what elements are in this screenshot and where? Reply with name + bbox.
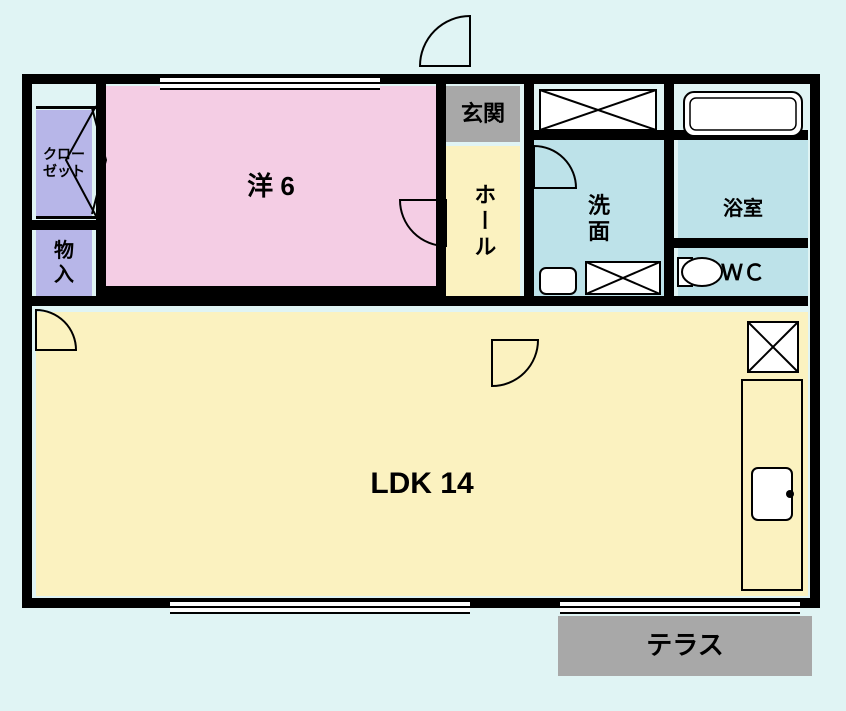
- thinline-1: [36, 216, 96, 219]
- wall-8: [96, 286, 436, 296]
- thinline-0: [36, 106, 96, 109]
- wall-6: [524, 130, 808, 140]
- wall-1: [436, 84, 446, 300]
- room-terrace: テラス: [558, 616, 812, 676]
- window-0: [160, 76, 380, 90]
- window-1: [170, 600, 470, 614]
- outer-wall: [22, 74, 820, 608]
- wall-3: [664, 84, 674, 300]
- room-label-terrace: テラス: [646, 630, 723, 661]
- wall-2: [524, 84, 534, 300]
- door-arc-0: [420, 16, 470, 66]
- window-2: [560, 600, 800, 614]
- wall-7: [32, 220, 96, 230]
- wall-0: [96, 84, 106, 300]
- wall-5: [664, 238, 808, 248]
- wall-4: [32, 296, 808, 306]
- floorplan-canvas: 洋 6クロー ゼット物 入玄関ホール洗 面浴室ＷＣLDK 14テラス: [0, 0, 846, 711]
